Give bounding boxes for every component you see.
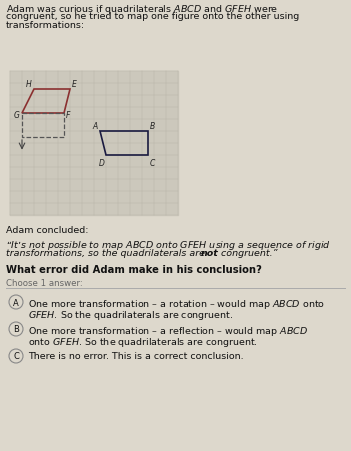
Text: One more transformation – a reflection – would map $ABCD$: One more transformation – a reflection –…: [28, 324, 308, 337]
Text: B: B: [13, 325, 19, 334]
Text: $C$: $C$: [149, 156, 156, 168]
Text: congruent, so he tried to map one figure onto the other using: congruent, so he tried to map one figure…: [6, 12, 299, 21]
Text: There is no error. This is a correct conclusion.: There is no error. This is a correct con…: [28, 351, 244, 360]
Text: Choose 1 answer:: Choose 1 answer:: [6, 278, 83, 287]
Text: $B$: $B$: [149, 120, 156, 131]
Text: $G$: $G$: [13, 108, 21, 119]
Text: C: C: [13, 352, 19, 361]
Text: transformations, so the quadrilaterals are: transformations, so the quadrilaterals a…: [6, 249, 208, 258]
Text: not: not: [201, 249, 219, 258]
Text: $D$: $D$: [98, 156, 105, 168]
Text: $H$: $H$: [26, 78, 33, 89]
Text: One more transformation – a rotation – would map $ABCD$ onto: One more transformation – a rotation – w…: [28, 297, 325, 310]
Text: A: A: [13, 298, 19, 307]
Text: “It’s not possible to map $ABCD$ onto $GFEH$ using a sequence of rigid: “It’s not possible to map $ABCD$ onto $G…: [6, 239, 331, 252]
Text: congruent.”: congruent.”: [218, 249, 278, 258]
Text: $E$: $E$: [71, 78, 78, 89]
Text: $F$: $F$: [65, 108, 72, 119]
Text: Adam concluded:: Adam concluded:: [6, 226, 88, 235]
Text: Adam was curious if quadrilaterals $ABCD$ and $GFEH$ were: Adam was curious if quadrilaterals $ABCD…: [6, 3, 278, 16]
Text: onto $GFEH$. So the quadrilaterals are congruent.: onto $GFEH$. So the quadrilaterals are c…: [28, 335, 258, 348]
Text: $GFEH$. So the quadrilaterals are congruent.: $GFEH$. So the quadrilaterals are congru…: [28, 308, 233, 321]
Text: What error did Adam make in his conclusion?: What error did Adam make in his conclusi…: [6, 264, 262, 274]
Text: transformations:: transformations:: [6, 21, 85, 30]
Text: $A$: $A$: [92, 120, 99, 131]
